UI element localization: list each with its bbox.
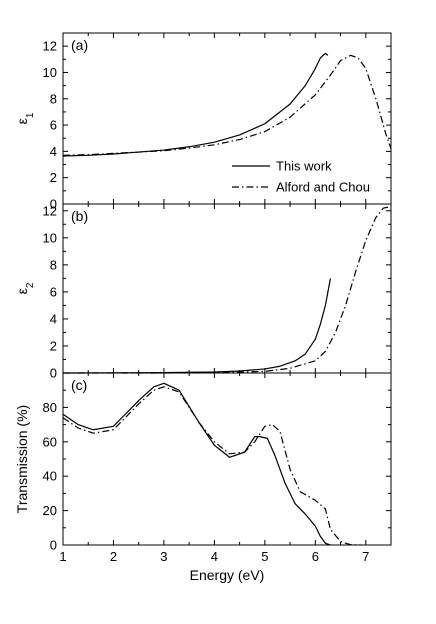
series-line-this-work (62, 278, 332, 374)
y-axis-label-symbol: ε (14, 288, 30, 294)
y-tick-label: 40 (43, 469, 57, 484)
legend-label: This work (276, 159, 332, 174)
y-axis-label-subscript: 2 (25, 282, 36, 288)
series-line-this-work (62, 382, 331, 546)
y-tick-label: 6 (50, 284, 57, 299)
y-tick-label: 0 (50, 366, 57, 381)
x-tick-label: 3 (160, 549, 167, 564)
y-tick-label: 4 (50, 311, 57, 326)
y-tick-label: 60 (43, 434, 57, 449)
y-tick-label: 6 (50, 118, 57, 133)
y-tick-label: 0 (50, 197, 57, 212)
panel-c: 0 20 40 60 80 1 2 3 4 5 6 7 (c) Transmission (%) Energ… (14, 372, 392, 583)
y-tick-label: 8 (50, 91, 57, 106)
x-tick-label: 1 (59, 549, 66, 564)
y-axis-label: ε2 (14, 282, 36, 294)
series-line-alford-and-chou (62, 386, 361, 546)
plot-frame (62, 372, 392, 546)
plot-frame (62, 32, 392, 205)
x-tick-label: 4 (211, 549, 218, 564)
x-tick-label: 6 (312, 549, 319, 564)
y-axis-label-subscript: 1 (25, 112, 36, 118)
y-axis-label-symbol: ε (14, 118, 30, 124)
y-tick-label: 80 (43, 400, 57, 415)
panel-label: (b) (71, 208, 88, 224)
x-tick-label: 5 (261, 549, 268, 564)
y-tick-label: 0 (50, 538, 57, 553)
y-tick-label: 20 (43, 503, 57, 518)
x-axis-label: Energy (eV) (190, 567, 265, 583)
y-tick-label: 2 (50, 338, 57, 353)
y-axis-label: Transmission (%) (14, 405, 30, 513)
y-tick-label: 2 (50, 170, 57, 185)
series-line-alford-and-chou (63, 206, 392, 374)
series-line-alford-and-chou (62, 54, 392, 156)
series-line-this-work (62, 52, 329, 157)
panel-label: (a) (71, 37, 88, 53)
y-tick-label: 10 (43, 65, 57, 80)
x-tick-label: 2 (110, 549, 117, 564)
panel-a: 0 2 4 6 8 10 12 (a) ε1 This work Alford and Chou (14, 32, 392, 212)
y-tick-label: 8 (50, 257, 57, 272)
y-tick-label: 12 (43, 39, 57, 54)
y-tick-label: 10 (43, 230, 57, 245)
panel-label: (c) (71, 377, 87, 393)
x-tick-label: 7 (362, 549, 369, 564)
legend-label: Alford and Chou (276, 180, 370, 195)
plot-frame (62, 203, 392, 374)
y-tick-label: 12 (43, 203, 57, 218)
y-axis-label: ε1 (14, 112, 36, 124)
y-tick-label: 4 (50, 144, 57, 159)
